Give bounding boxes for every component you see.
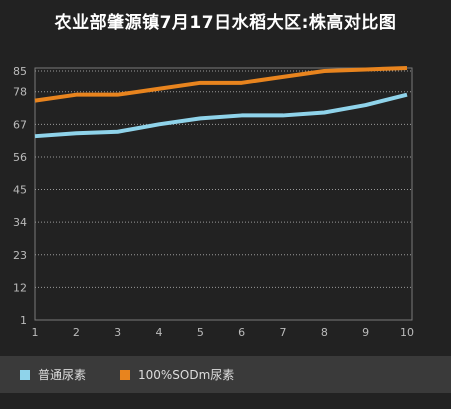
chart-title: 农业部肇源镇7月17日水稻大区:株高对比图 — [54, 13, 397, 33]
y-tick-label: 12 — [13, 281, 27, 294]
x-tick-label: 1 — [32, 326, 39, 339]
series-line-normal-urea — [34, 92, 408, 139]
y-tick-label: 67 — [13, 118, 27, 131]
x-tick-label: 6 — [238, 326, 245, 339]
x-tick-label: 4 — [156, 326, 163, 339]
x-tick-label: 5 — [197, 326, 204, 339]
y-tick-label: 56 — [13, 151, 27, 164]
legend-swatch-normal-urea — [20, 369, 30, 380]
plot-frame — [34, 67, 413, 321]
x-tick-label: 2 — [73, 326, 80, 339]
legend-label-sodm-urea: 100%SODm尿素 — [138, 368, 235, 382]
legend-label-normal-urea: 普通尿素 — [38, 368, 87, 382]
series-line-sodm-urea — [34, 66, 408, 103]
y-tick-label: 78 — [13, 86, 27, 99]
y-tick-label: 85 — [13, 65, 27, 78]
y-tick-label: 34 — [13, 216, 27, 229]
y-tick-label: 1 — [20, 314, 27, 327]
y-tick-label: 45 — [13, 184, 27, 197]
y-tick-label: 23 — [13, 249, 27, 262]
x-tick-label: 3 — [114, 326, 121, 339]
x-tick-label: 10 — [400, 326, 414, 339]
legend-swatch-sodm-urea — [120, 369, 130, 380]
x-tick-label: 9 — [362, 326, 369, 339]
legend: 普通尿素 100%SODm尿素 — [0, 356, 451, 393]
x-tick-label: 7 — [280, 326, 287, 339]
legend-item-normal-urea[interactable]: 普通尿素 — [20, 356, 86, 393]
legend-item-sodm-urea[interactable]: 100%SODm尿素 — [120, 356, 234, 393]
x-tick-label: 8 — [321, 326, 328, 339]
